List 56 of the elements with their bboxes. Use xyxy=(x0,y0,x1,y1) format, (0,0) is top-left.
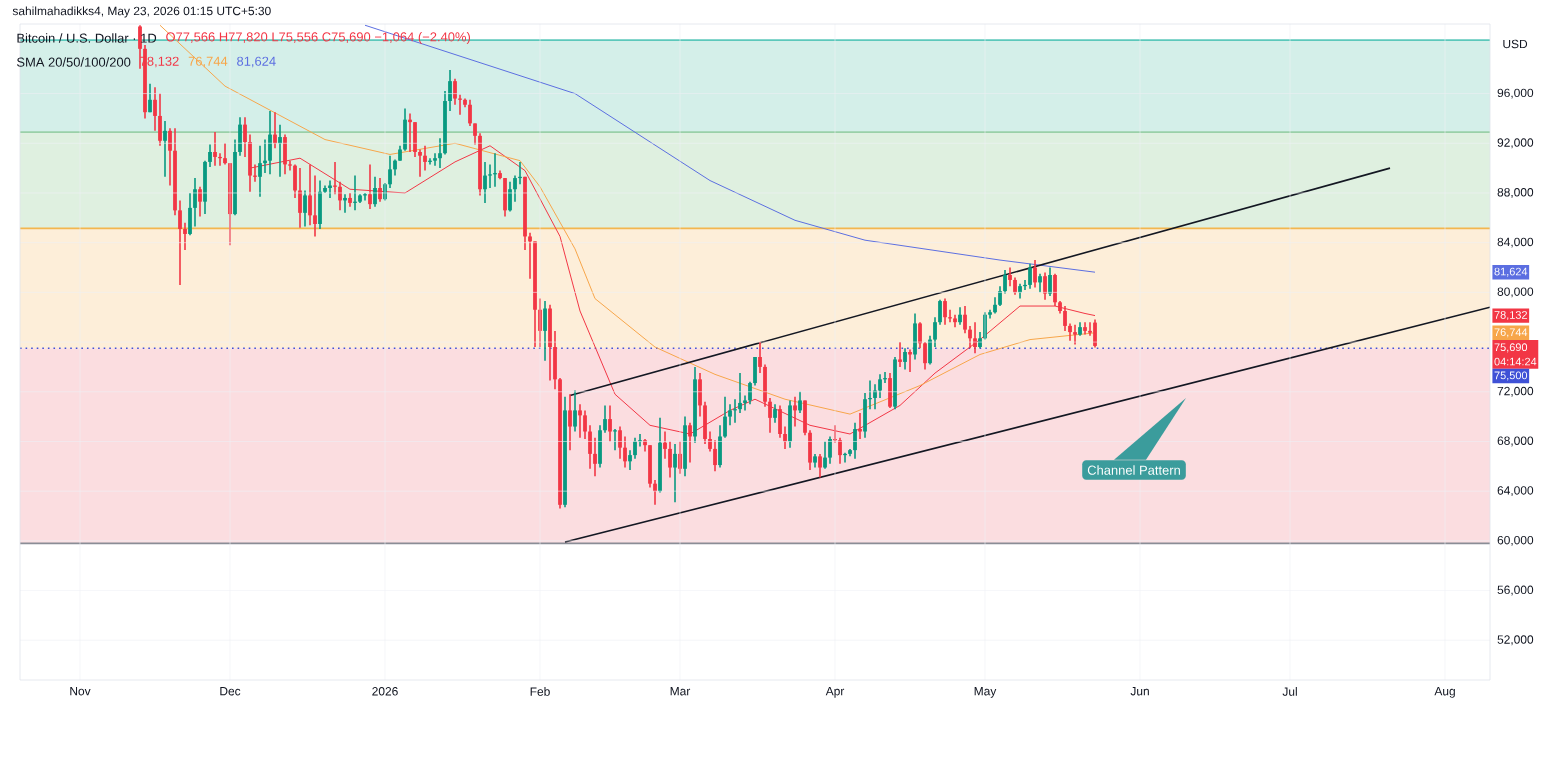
candlestick xyxy=(268,110,272,176)
candlestick xyxy=(1038,272,1042,294)
candlestick xyxy=(508,180,512,213)
candlestick xyxy=(568,393,572,451)
candlestick xyxy=(788,399,792,449)
candlestick xyxy=(543,300,547,362)
candlestick xyxy=(368,163,372,210)
candlestick xyxy=(828,435,832,465)
candlestick xyxy=(198,185,202,218)
candlestick xyxy=(278,123,282,178)
candlestick xyxy=(1073,323,1077,346)
candlestick xyxy=(573,389,577,433)
candlestick xyxy=(1008,266,1012,287)
candlestick xyxy=(608,404,612,443)
candlestick xyxy=(1028,262,1032,290)
candlestick xyxy=(618,425,622,460)
candlestick xyxy=(913,312,917,361)
candlestick xyxy=(148,82,152,114)
candlestick xyxy=(258,144,262,198)
candlestick xyxy=(213,131,217,167)
candlestick xyxy=(158,92,162,147)
candlestick xyxy=(303,189,307,228)
candlestick xyxy=(318,179,322,230)
candlestick xyxy=(163,120,167,178)
candlestick xyxy=(503,177,507,218)
candlestick xyxy=(798,390,802,414)
candlestick xyxy=(903,347,907,371)
candlestick xyxy=(713,439,717,473)
candlestick xyxy=(793,395,797,428)
candlestick xyxy=(1043,271,1047,301)
candlestick xyxy=(483,161,487,204)
candlestick xyxy=(823,440,827,470)
candlestick xyxy=(578,403,582,439)
candlestick xyxy=(773,403,777,424)
candlestick xyxy=(888,372,892,409)
candlestick xyxy=(423,144,427,172)
candlestick xyxy=(898,341,902,368)
candlestick xyxy=(818,453,822,479)
candlestick xyxy=(548,303,552,382)
candlestick xyxy=(623,435,627,469)
candlestick xyxy=(683,415,687,478)
candlestick xyxy=(1053,272,1057,307)
candlestick xyxy=(1083,321,1087,336)
candlestick xyxy=(943,297,947,326)
candlestick xyxy=(273,111,277,150)
candlestick xyxy=(893,356,897,410)
candlestick xyxy=(193,177,197,228)
candlestick xyxy=(613,428,617,451)
candlestick xyxy=(1048,266,1052,297)
candlestick xyxy=(838,436,842,465)
candlestick xyxy=(298,167,302,229)
candlestick xyxy=(853,422,857,460)
candlestick xyxy=(1033,259,1037,289)
candlestick xyxy=(373,176,377,208)
candlestick xyxy=(673,443,677,504)
candlestick xyxy=(668,440,672,479)
